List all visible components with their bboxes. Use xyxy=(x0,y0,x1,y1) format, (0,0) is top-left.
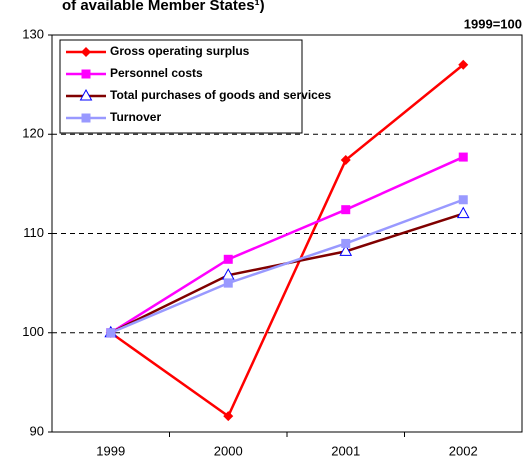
series-line xyxy=(110,212,464,334)
y-tick-label: 90 xyxy=(30,423,44,438)
x-tick-label: 2001 xyxy=(331,443,360,458)
marker xyxy=(456,206,470,219)
legend-label: Gross operating surplus xyxy=(110,44,250,58)
legend-label: Total purchases of goods and services xyxy=(110,88,332,102)
annotation: 1999=100 xyxy=(464,16,522,31)
y-tick-label: 100 xyxy=(22,324,44,339)
legend-marker xyxy=(81,47,91,57)
legend-marker xyxy=(81,69,91,79)
x-tick-label: 2000 xyxy=(214,443,243,458)
marker xyxy=(106,328,116,338)
marker xyxy=(223,278,233,288)
legend-marker xyxy=(79,88,93,101)
marker xyxy=(339,244,353,256)
marker xyxy=(458,195,468,205)
legend-marker-group xyxy=(79,88,93,101)
x-tick-label: 1999 xyxy=(96,443,125,458)
series-line xyxy=(110,155,464,334)
y-tick-label: 130 xyxy=(22,26,44,41)
marker xyxy=(458,152,468,162)
marker xyxy=(458,59,469,70)
marker xyxy=(341,238,351,248)
marker xyxy=(340,155,351,166)
marker xyxy=(223,411,234,422)
marker xyxy=(223,254,233,264)
y-tick-label: 110 xyxy=(23,225,44,240)
legend-marker xyxy=(81,113,91,123)
y-tick-label: 120 xyxy=(22,126,44,141)
x-tick-label: 2002 xyxy=(449,443,478,458)
legend-marker-group xyxy=(81,113,91,123)
legend-label: Turnover xyxy=(110,110,161,124)
legend-marker-group xyxy=(81,69,91,79)
legend-marker-group xyxy=(81,47,91,57)
marker xyxy=(341,205,351,215)
chart-title: of available Member States¹) xyxy=(62,0,265,14)
series-line xyxy=(110,198,464,334)
legend-label: Personnel costs xyxy=(110,66,203,80)
series-line xyxy=(110,63,465,419)
